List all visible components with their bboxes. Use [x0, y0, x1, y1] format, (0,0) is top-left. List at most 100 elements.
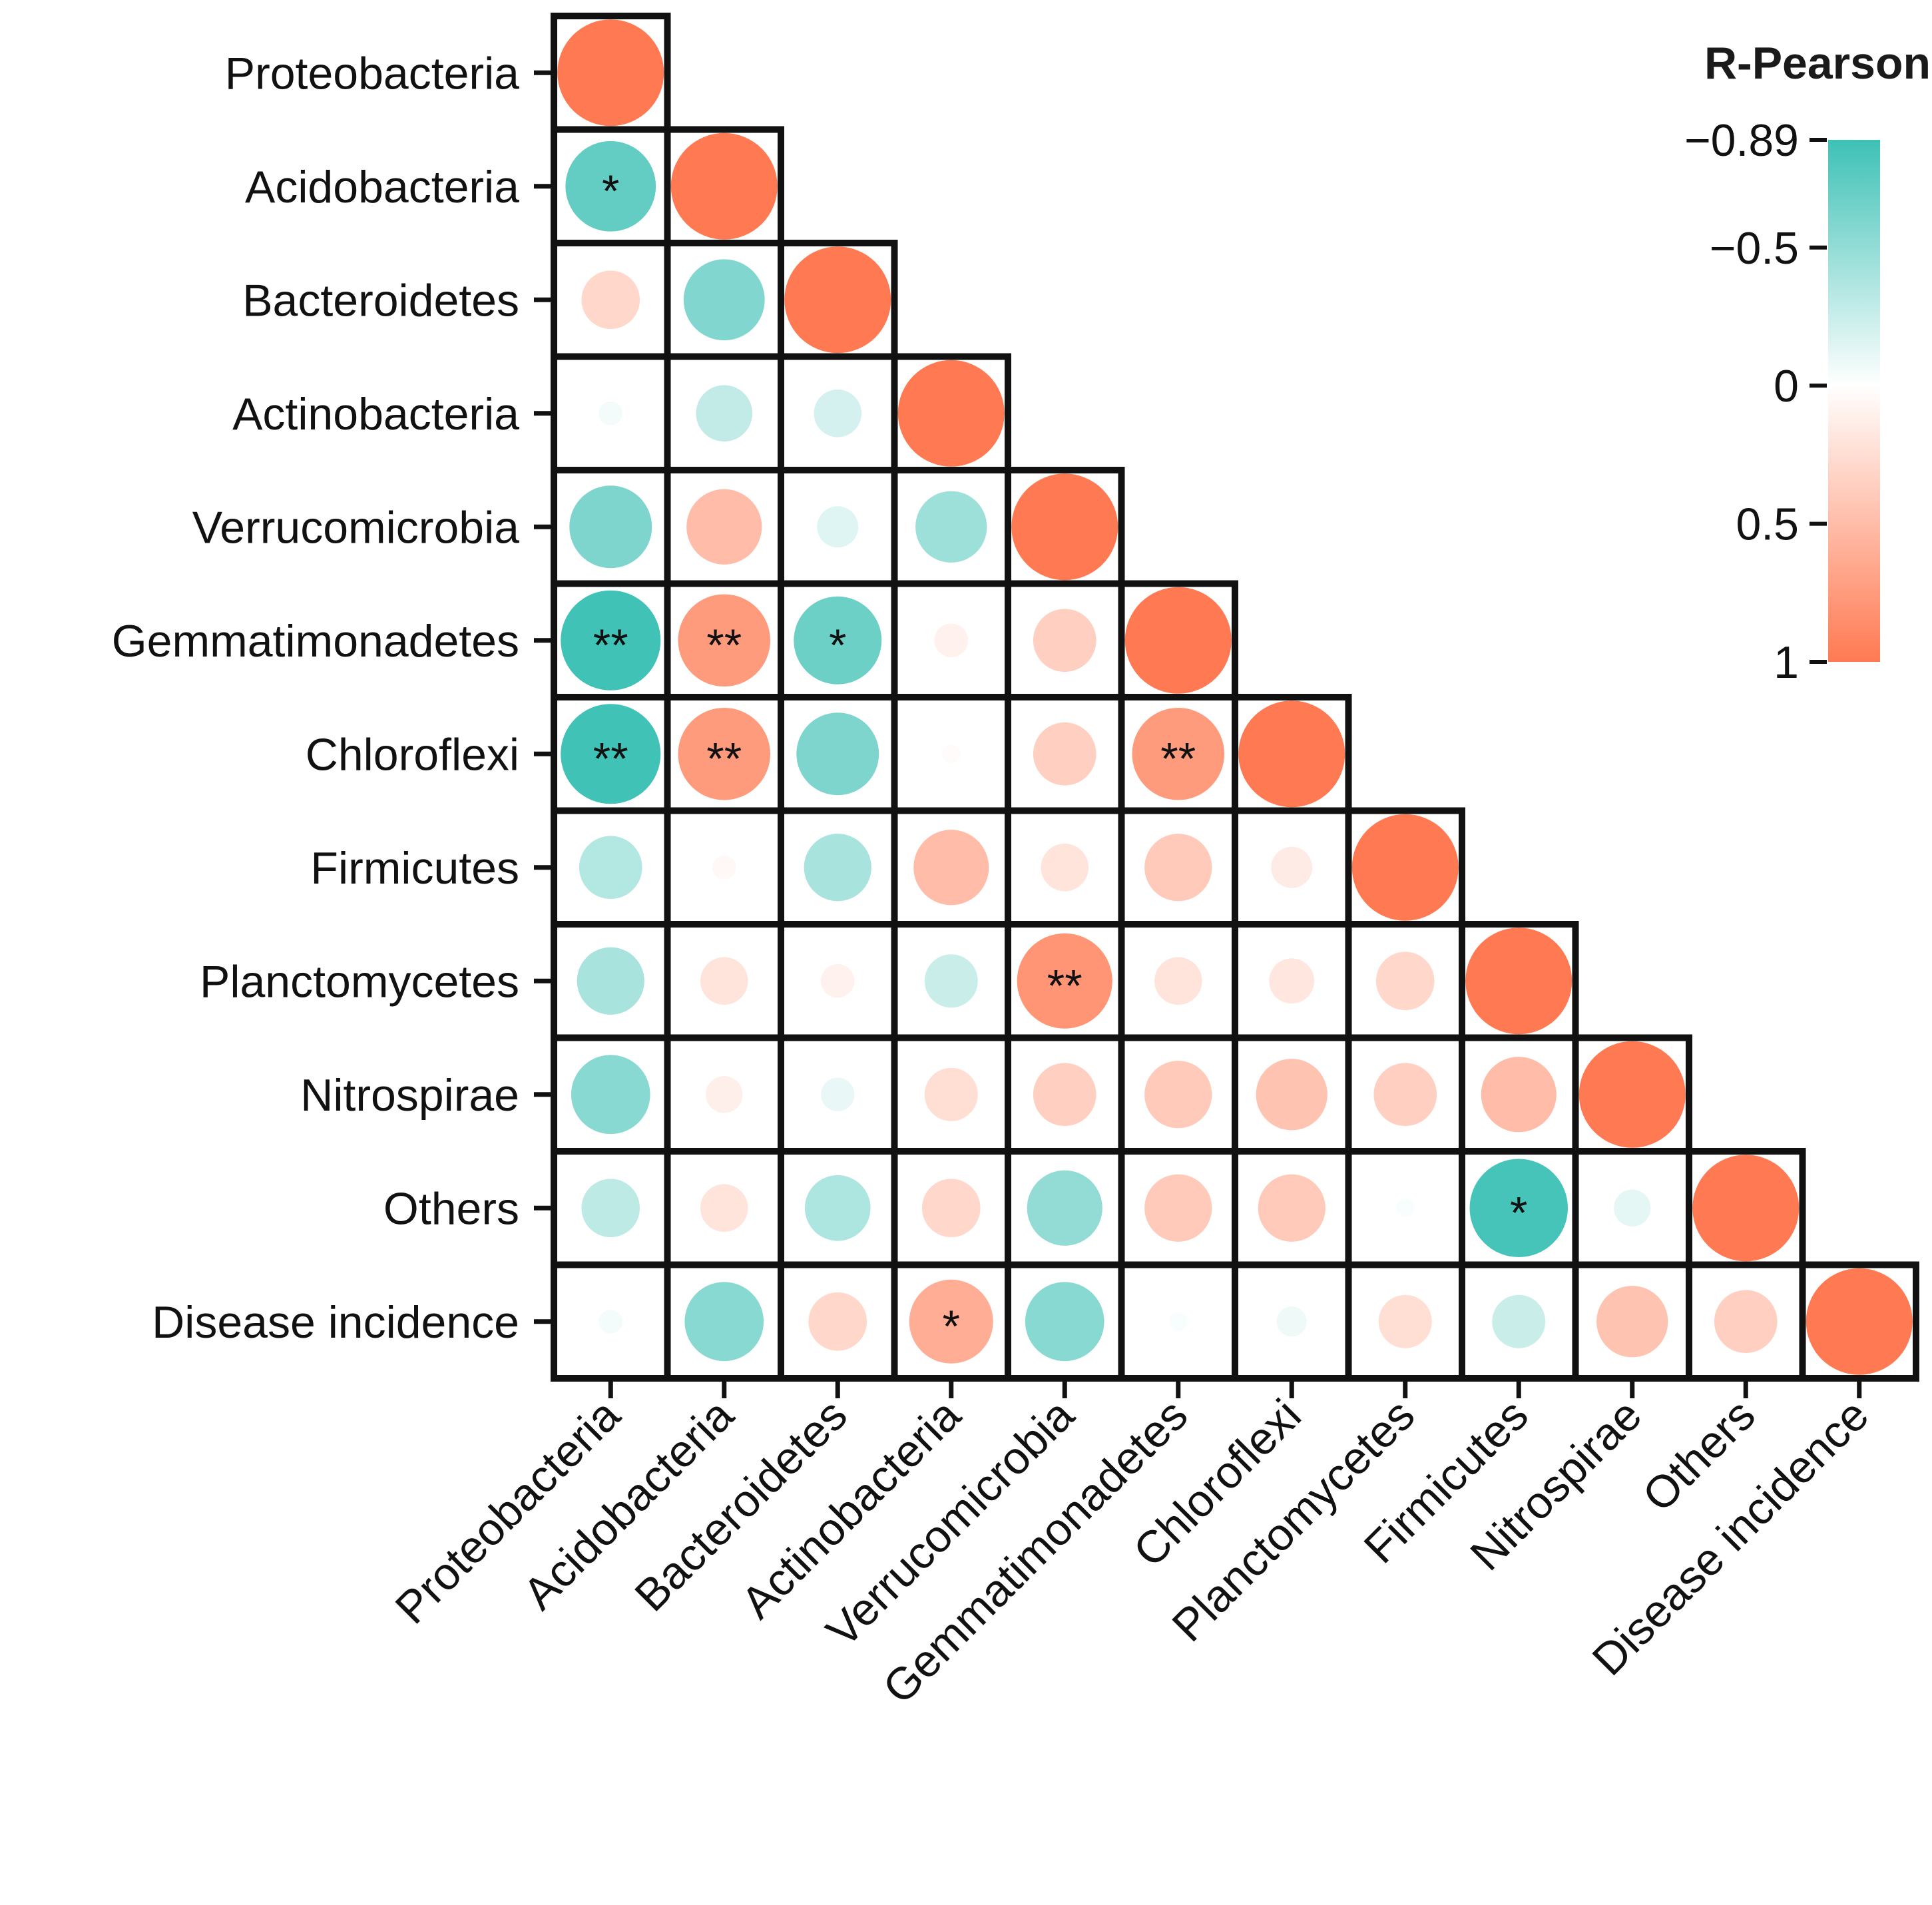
y-axis-label: Disease incidence: [152, 1297, 519, 1348]
correlation-circle: [1373, 1063, 1437, 1127]
correlation-circle: [808, 1292, 867, 1351]
y-axis-label: Bacteroidetes: [242, 275, 519, 326]
correlation-circle: [915, 491, 987, 563]
correlation-circle: [577, 947, 644, 1015]
correlation-circle: [820, 963, 855, 998]
correlation-circle: [579, 836, 642, 900]
correlation-circle: [1033, 609, 1096, 673]
correlation-circle: [670, 133, 778, 240]
correlation-circle: [1027, 1170, 1102, 1246]
correlation-circle: [1256, 1059, 1328, 1131]
significance-marker: **: [1160, 733, 1196, 784]
matrix-cell-border: [1572, 1148, 1692, 1268]
correlation-circle: [1614, 1189, 1651, 1226]
correlation-circle: [1144, 834, 1212, 902]
significance-marker: **: [593, 620, 628, 671]
correlation-circle: [565, 140, 656, 232]
correlation-circle: [712, 855, 736, 880]
correlation-circle: [909, 1279, 993, 1364]
correlation-circle: [1269, 958, 1315, 1004]
correlation-circle: [686, 489, 762, 565]
correlation-circle: [924, 954, 978, 1008]
legend-color-bar: [1828, 140, 1880, 662]
correlation-circle: [1395, 1199, 1415, 1218]
correlation-circle: [1258, 1174, 1326, 1242]
significance-marker: **: [593, 733, 628, 784]
correlation-circle: [678, 707, 771, 800]
correlation-circle: [1124, 587, 1232, 694]
correlation-circle: [1017, 933, 1112, 1029]
x-axis-labels: ProteobacteriaAcidobacteriaBacteroidetes…: [385, 1382, 1878, 1714]
matrix-cell-border: [778, 467, 898, 587]
correlation-circle: [1714, 1290, 1778, 1354]
correlation-circle: [1378, 1294, 1432, 1348]
correlation-circle: [941, 744, 961, 764]
correlation-circle: [820, 1077, 855, 1112]
correlation-circle: [561, 590, 661, 690]
correlation-circle: [1469, 1159, 1569, 1258]
correlation-circle: [1025, 1282, 1104, 1362]
color-legend: R-Pearson −0.89 −0.5 0 0.5 1: [1684, 38, 1931, 688]
legend-title: R-Pearson: [1704, 38, 1931, 89]
correlation-circle: [1144, 1061, 1212, 1129]
correlation-circle: [1351, 814, 1459, 921]
y-axis-label: Actinobacteria: [232, 389, 519, 439]
correlation-circle: [921, 1179, 981, 1238]
matrix-cells: *** ** *** ** ******: [551, 13, 1919, 1382]
correlation-circle: [796, 712, 879, 796]
legend-tick-label: 1: [1774, 637, 1799, 688]
correlation-circle: [678, 594, 771, 687]
correlation-circle: [1033, 722, 1096, 786]
y-axis-label: Acidobacteria: [245, 162, 519, 212]
correlation-circle: [1276, 1306, 1307, 1337]
correlation-circle: [1465, 928, 1572, 1035]
correlation-circle: [913, 830, 989, 906]
y-axis-label: Planctomycetes: [200, 956, 519, 1007]
correlation-circle: [1033, 1063, 1096, 1127]
correlation-circle: [700, 1184, 748, 1232]
correlation-circle: [1011, 473, 1118, 581]
significance-marker: **: [706, 733, 742, 784]
correlation-circle: [571, 1055, 650, 1135]
correlation-circle: [804, 834, 871, 902]
y-axis-label: Others: [383, 1183, 519, 1234]
correlation-circle: [1168, 1312, 1188, 1331]
y-axis-labels: Proteobacteria Acidobacteria Bacteroidetes…: [112, 48, 551, 1348]
significance-marker: **: [706, 620, 742, 671]
correlation-circle: [1144, 1174, 1212, 1242]
significance-marker: *: [829, 620, 846, 671]
correlation-circle: [700, 957, 748, 1005]
correlation-circle: [561, 704, 661, 804]
correlation-circle: [599, 1309, 623, 1334]
correlation-circle: [569, 485, 652, 569]
y-axis-label: Gemmatimonadetes: [112, 616, 519, 667]
y-axis-label: Proteobacteria: [225, 48, 519, 99]
legend-ticks: −0.89 −0.5 0 0.5 1: [1684, 115, 1827, 688]
correlation-circle: [696, 385, 753, 442]
correlation-circle: [706, 1076, 743, 1113]
correlation-circle: [599, 401, 623, 425]
correlation-circle: [1132, 707, 1225, 800]
significance-marker: *: [602, 166, 619, 216]
correlation-circle: [1692, 1155, 1800, 1262]
correlation-circle: [934, 623, 969, 658]
correlation-circle: [1481, 1057, 1557, 1133]
legend-tick-label: 0.5: [1736, 499, 1799, 550]
legend-tick-label: −0.89: [1684, 115, 1799, 166]
correlation-circle: [581, 270, 640, 330]
legend-tick-label: −0.5: [1710, 223, 1799, 274]
correlation-circle: [897, 360, 1005, 467]
correlation-circle: [1492, 1294, 1546, 1348]
significance-marker: **: [1047, 960, 1083, 1011]
correlation-circle: [814, 389, 862, 437]
correlation-circle: [1596, 1286, 1668, 1358]
correlation-circle: [684, 1282, 764, 1362]
correlation-circle: [557, 19, 664, 127]
correlation-circle: [1806, 1268, 1913, 1375]
correlation-circle: [1154, 957, 1202, 1005]
y-axis-label: Chloroflexi: [306, 729, 519, 780]
correlation-circle: [1578, 1041, 1686, 1148]
y-axis-label: Firmicutes: [310, 843, 519, 894]
correlation-circle: [817, 506, 859, 548]
